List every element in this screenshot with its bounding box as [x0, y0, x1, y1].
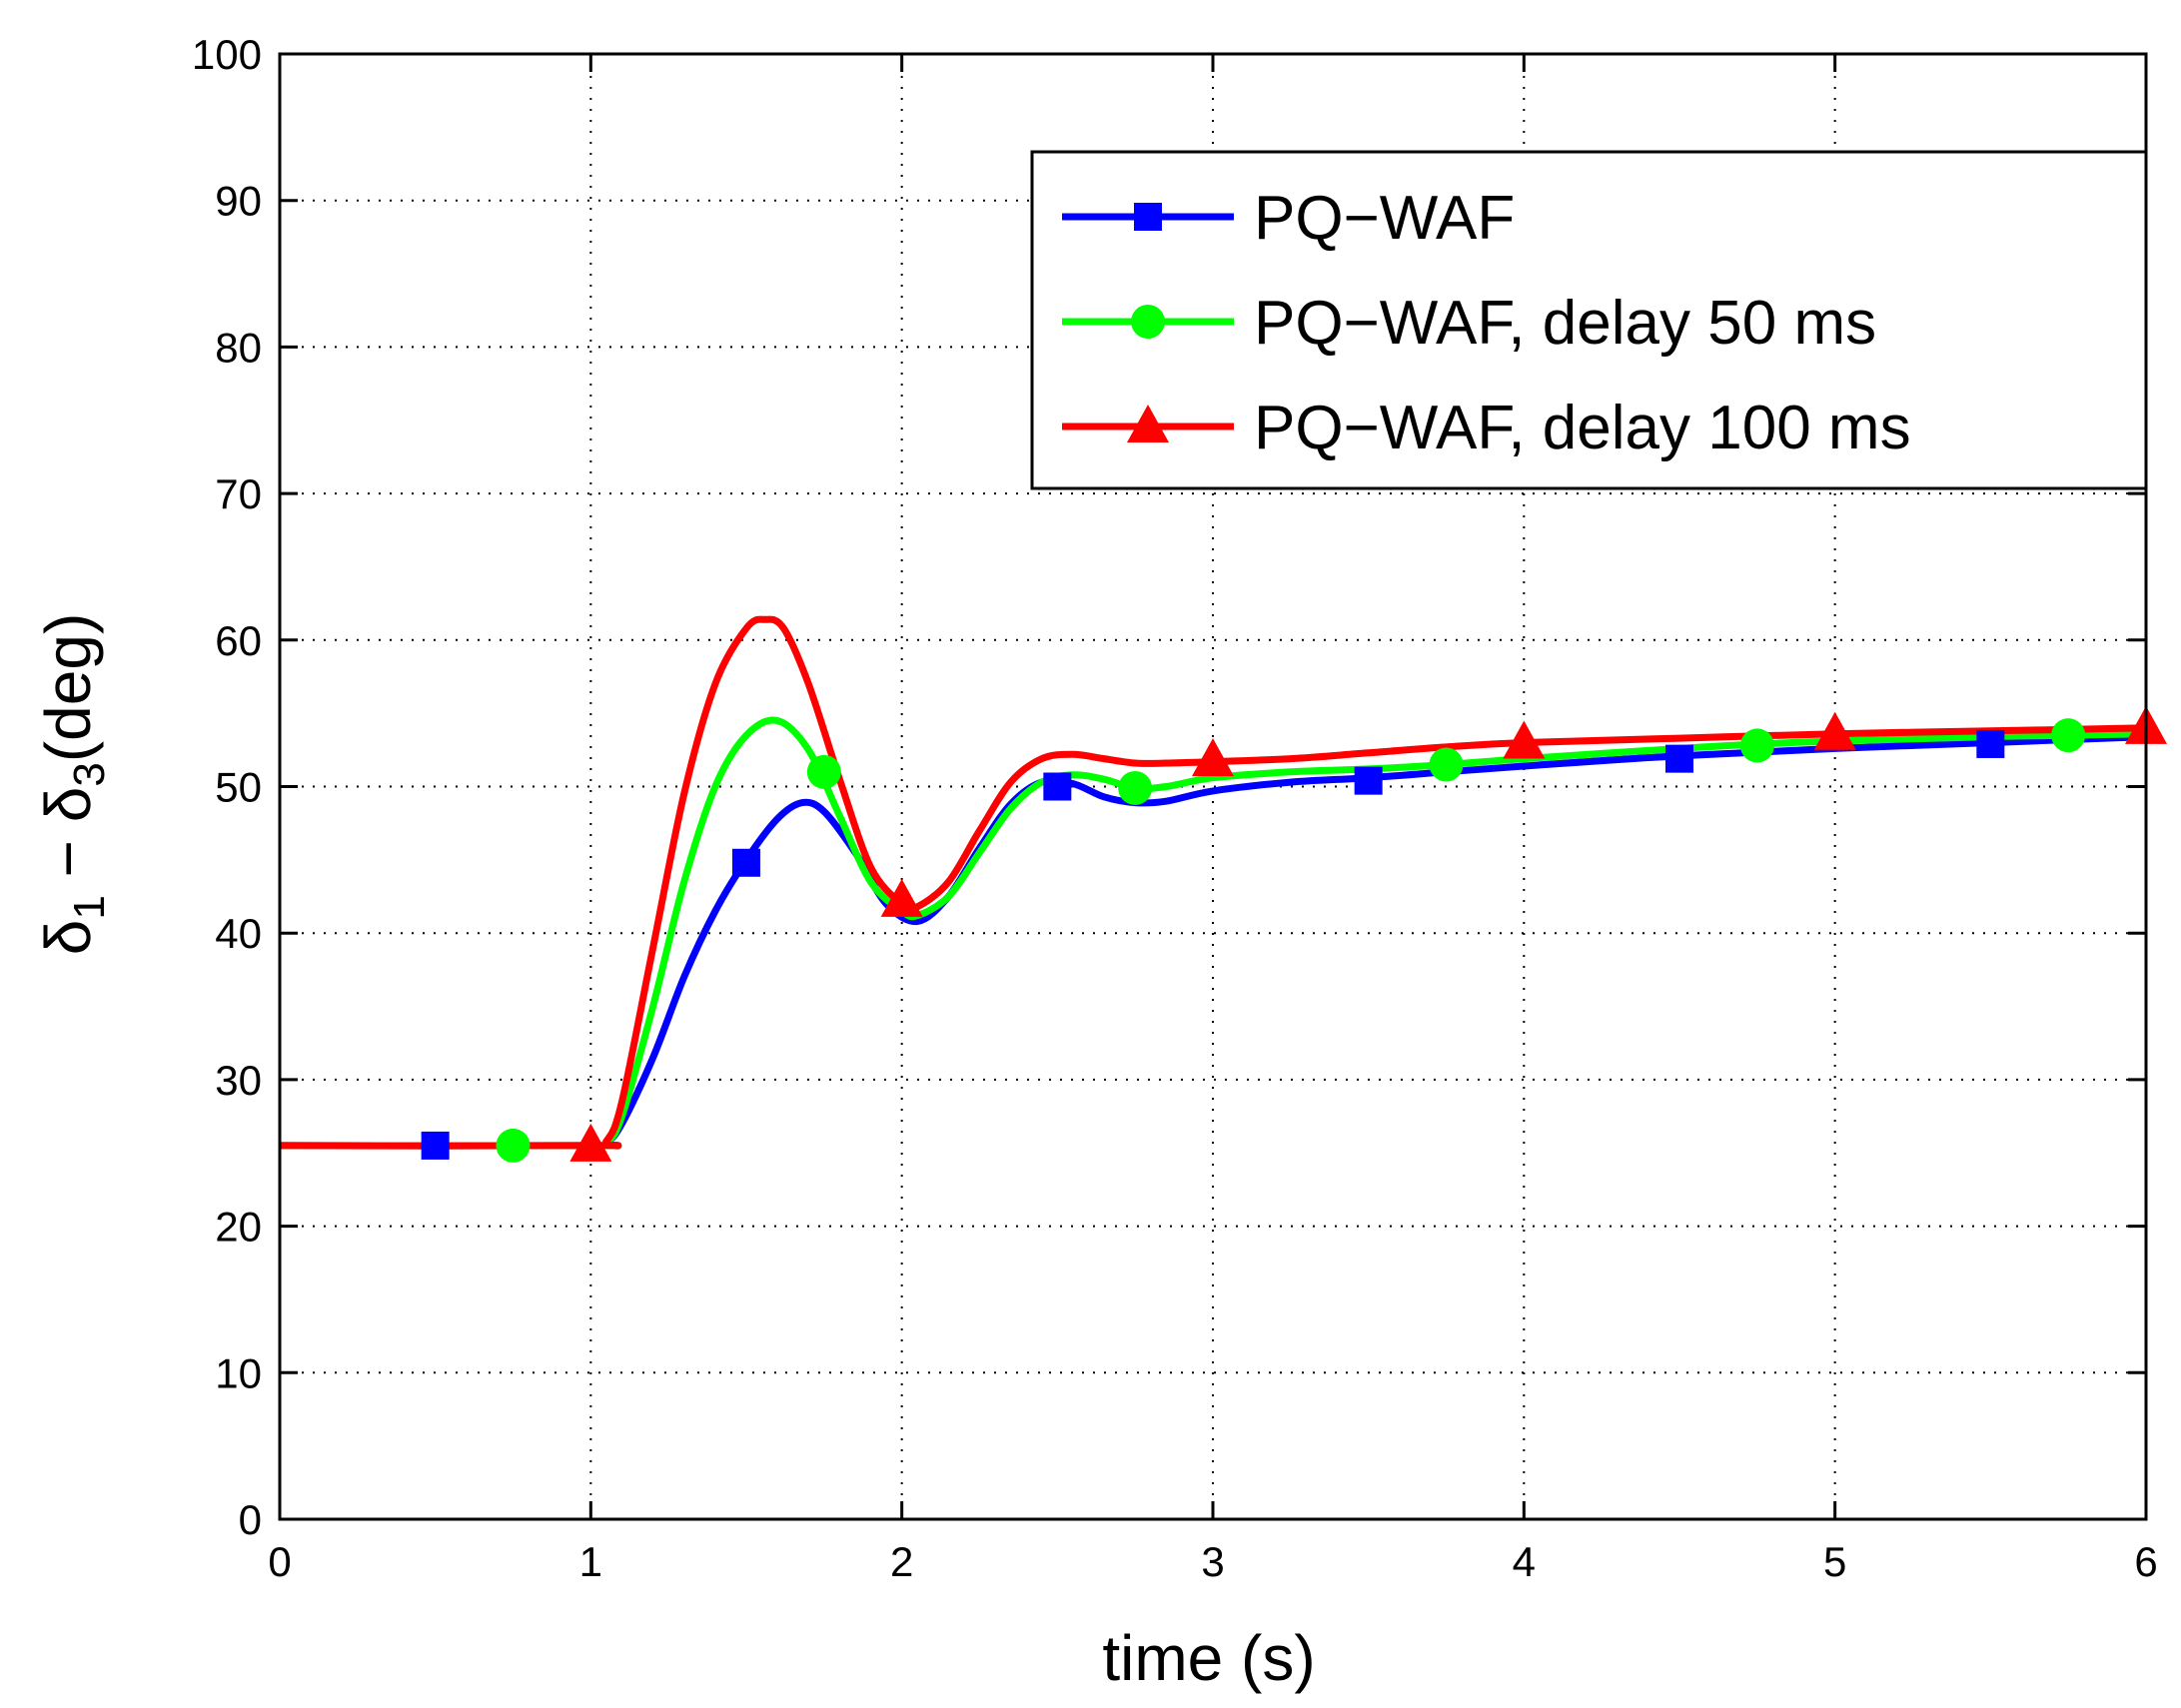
x-tick-label: 0	[268, 1538, 291, 1585]
y-tick-label: 0	[239, 1496, 262, 1543]
x-tick-label: 5	[1823, 1538, 1846, 1585]
y-tick-label: 100	[192, 31, 262, 78]
legend-marker-triangle	[1127, 405, 1169, 442]
legend-entry-delay-100: PQ−WAF, delay 100 ms	[1062, 394, 1911, 462]
y-tick-label: 10	[215, 1349, 262, 1396]
data-point-circle	[1429, 747, 1464, 782]
x-tick-label: 1	[579, 1538, 602, 1585]
y-tick-label: 50	[215, 764, 262, 811]
data-point-square	[1665, 744, 1693, 773]
data-point-triangle	[1192, 738, 1234, 777]
legend-label-pq-waf: PQ−WAF	[1254, 184, 1515, 253]
data-point-square	[421, 1131, 450, 1160]
legend-marker-square	[1134, 203, 1162, 231]
x-tick-label: 4	[1513, 1538, 1536, 1585]
y-tick-label: 30	[215, 1057, 262, 1104]
x-tick-label: 6	[2134, 1538, 2157, 1585]
y-axis-title-sub1: 1	[65, 895, 114, 919]
y-axis-title: δ1 − δ3(deg)	[32, 613, 114, 956]
y-tick-label: 40	[215, 910, 262, 957]
grid	[280, 54, 2146, 1519]
y-axis-title-unit: (deg)	[32, 613, 104, 762]
legend-label-delay-50: PQ−WAF, delay 50 ms	[1254, 289, 1876, 358]
x-tick-label: 3	[1201, 1538, 1224, 1585]
legend-entry-delay-50: PQ−WAF, delay 50 ms	[1062, 289, 1876, 358]
data-point-circle	[1739, 728, 1774, 763]
legend-label-delay-100: PQ−WAF, delay 100 ms	[1254, 394, 1911, 462]
data-point-square	[1043, 772, 1072, 801]
data-point-circle	[496, 1128, 531, 1163]
data-point-triangle	[880, 878, 923, 917]
data-point-square	[1354, 766, 1383, 795]
data-point-square	[1976, 729, 2005, 758]
data-point-square	[732, 848, 760, 877]
y-tick-label: 60	[215, 617, 262, 664]
y-axis-title-minus-delta3: − δ	[32, 787, 104, 896]
y-axis-title-sub3: 3	[65, 762, 114, 786]
y-tick-label: 20	[215, 1204, 262, 1251]
legend: PQ−WAF PQ−WAF, delay 50 ms PQ−WAF, delay…	[1030, 150, 2148, 490]
legend-entry-pq-waf: PQ−WAF	[1062, 184, 1515, 253]
legend-marker-circle	[1131, 305, 1165, 339]
data-point-triangle	[1503, 720, 1546, 759]
data-point-circle	[2051, 718, 2086, 753]
y-axis-title-delta1: δ	[32, 920, 104, 956]
y-tick-label: 80	[215, 324, 262, 371]
data-point-circle	[806, 754, 841, 789]
y-tick-label: 90	[215, 178, 262, 225]
data-point-triangle	[569, 1123, 612, 1162]
data-point-triangle	[1813, 711, 1856, 750]
data-point-circle	[1118, 770, 1153, 805]
y-tick-label: 70	[215, 470, 262, 517]
x-tick-label: 2	[890, 1538, 913, 1585]
x-axis-title: time (s)	[1102, 1622, 1315, 1694]
